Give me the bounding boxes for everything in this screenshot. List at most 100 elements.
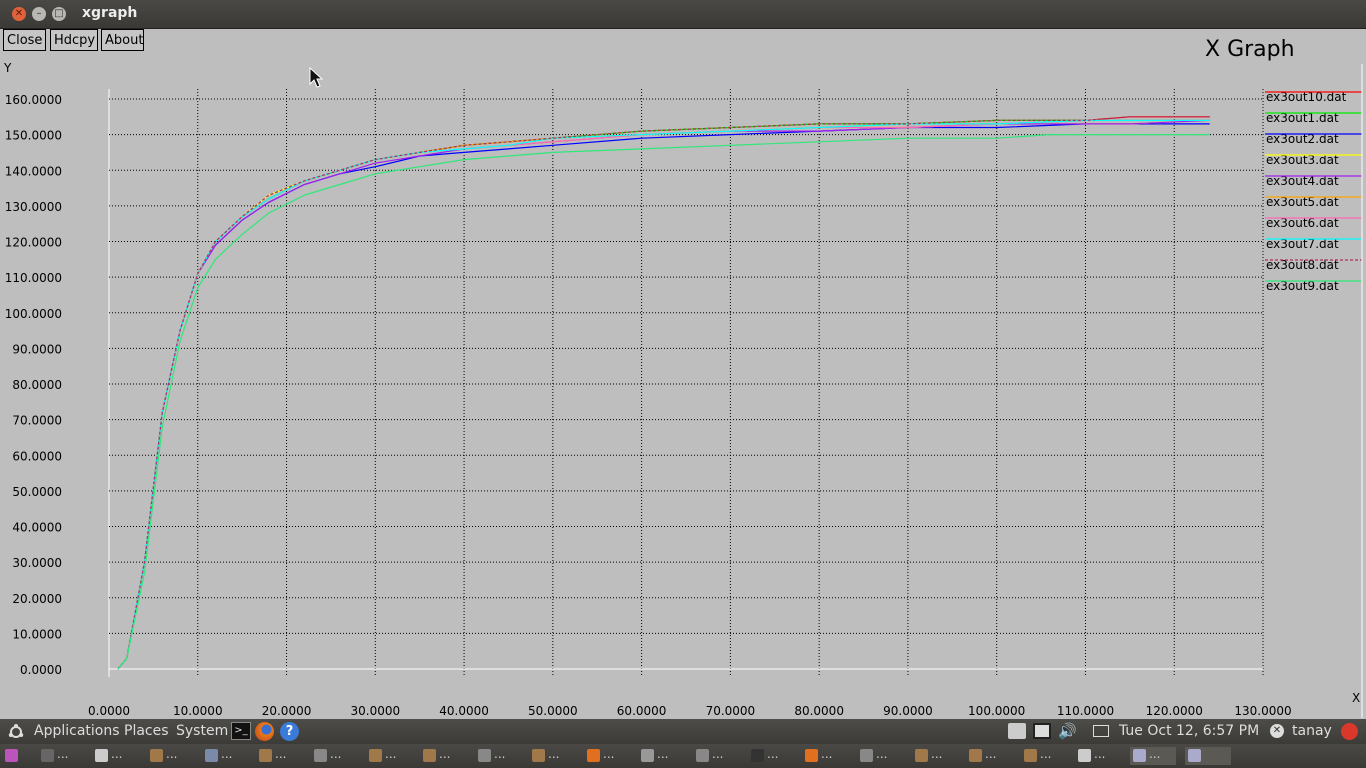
taskbar-window-label: ...: [657, 747, 669, 761]
taskbar-window-button[interactable]: ...: [693, 747, 739, 765]
legend-label: ex3out8.dat: [1266, 258, 1339, 272]
bottom-taskbar: ........................................…: [0, 744, 1366, 768]
series-line-ex3out10-dat: [117, 116, 1210, 670]
taskbar-window-button[interactable]: ...: [1021, 747, 1067, 765]
window-icon: [95, 749, 108, 762]
series-line-ex3out1-dat: [117, 119, 1210, 670]
top-panel: Applications Places System >_ ? 🔊 Tue Oc…: [0, 719, 1366, 744]
y-tick-label: 100.0000: [5, 307, 62, 321]
window-close-icon[interactable]: ✕: [12, 7, 26, 21]
legend-label: ex3out7.dat: [1266, 237, 1339, 251]
taskbar-window-button[interactable]: ...: [912, 747, 958, 765]
plot-canvas: 0.0000 10.0000 20.0000 30.0000 40.0000 50.000…: [3, 61, 1363, 718]
firefox-launcher-icon[interactable]: [255, 722, 274, 741]
taskbar-window-label: ...: [275, 747, 287, 761]
taskbar-window-button[interactable]: ...: [202, 747, 248, 765]
taskbar-window-button[interactable]: ...: [311, 747, 357, 765]
x-tick-label: 30.0000: [350, 704, 400, 718]
taskbar-window-button[interactable]: ...: [38, 747, 84, 765]
taskbar-window-button[interactable]: ...: [802, 747, 848, 765]
shutdown-icon[interactable]: [1341, 723, 1358, 740]
taskbar-window-button[interactable]: ...: [584, 747, 630, 765]
y-tick-label: 110.0000: [5, 271, 62, 285]
y-tick-label: 20.0000: [12, 592, 62, 606]
taskbar-window-button[interactable]: ...: [857, 747, 903, 765]
taskbar-window-label: ...: [767, 747, 779, 761]
taskbar-window-label: ...: [985, 747, 997, 761]
taskbar-window-button[interactable]: ...: [966, 747, 1012, 765]
taskbar-window-label: ...: [1149, 747, 1161, 761]
taskbar-window-button[interactable]: [2, 747, 48, 765]
taskbar-window-label: ...: [712, 747, 724, 761]
taskbar-window-button[interactable]: ...: [256, 747, 302, 765]
taskbar-window-label: ...: [57, 747, 69, 761]
taskbar-window-button[interactable]: ...: [92, 747, 138, 765]
legend-label: ex3out1.dat: [1266, 111, 1339, 125]
window-maximize-icon[interactable]: □: [52, 7, 66, 21]
window-icon: [805, 749, 818, 762]
network-icon[interactable]: [1033, 723, 1051, 739]
window-icon: [41, 749, 54, 762]
window-icon: [915, 749, 928, 762]
x-axis-label: X: [1352, 691, 1360, 705]
taskbar-window-button[interactable]: ...: [529, 747, 575, 765]
taskbar-window-button[interactable]: ...: [1130, 747, 1176, 765]
legend-label: ex3out9.dat: [1266, 279, 1339, 293]
taskbar-window-label: ...: [603, 747, 615, 761]
taskbar-window-button[interactable]: ...: [420, 747, 466, 765]
about-button[interactable]: About: [101, 29, 144, 51]
taskbar-window-button[interactable]: ...: [638, 747, 684, 765]
x-tick-label: 70.0000: [706, 704, 756, 718]
clock[interactable]: Tue Oct 12, 6:57 PM: [1119, 723, 1260, 739]
ubuntu-logo-icon[interactable]: [8, 724, 24, 740]
taskbar-window-label: ...: [1094, 747, 1106, 761]
series-line-ex3out6-dat: [117, 119, 1210, 670]
user-status-icon[interactable]: ✕: [1270, 724, 1284, 738]
window-titlebar[interactable]: ✕ – □ xgraph: [0, 0, 1366, 29]
applications-menu[interactable]: Applications: [34, 723, 120, 739]
user-name[interactable]: tanay: [1292, 723, 1332, 739]
y-tick-label: 50.0000: [12, 485, 62, 499]
mouse-pointer-icon: [309, 67, 323, 88]
y-tick-label: 150.0000: [5, 129, 62, 143]
y-tick-label: 30.0000: [12, 556, 62, 570]
x-tick-label: 60.0000: [617, 704, 667, 718]
x-tick-label: 80.0000: [794, 704, 844, 718]
notes-applet-icon[interactable]: [1008, 723, 1026, 739]
taskbar-window-button[interactable]: [1185, 747, 1231, 765]
mail-icon[interactable]: [1093, 725, 1109, 737]
taskbar-window-label: ...: [111, 747, 123, 761]
taskbar-window-button[interactable]: ...: [147, 747, 193, 765]
window-icon: [1188, 749, 1201, 762]
system-menu[interactable]: System: [176, 723, 229, 739]
places-menu[interactable]: Places: [124, 723, 169, 739]
x-tick-label: 90.0000: [883, 704, 933, 718]
y-tick-label: 10.0000: [12, 627, 62, 641]
y-tick-label: 160.0000: [5, 93, 62, 107]
window-icon: [696, 749, 709, 762]
close-button[interactable]: Close: [3, 29, 46, 51]
y-axis-label: Y: [3, 61, 12, 75]
taskbar-window-button[interactable]: ...: [1075, 747, 1121, 765]
xgraph-window: 0.0000 10.0000 20.0000 30.0000 40.0000 50.000…: [0, 29, 1366, 718]
taskbar-window-button[interactable]: ...: [366, 747, 412, 765]
y-tick-label: 80.0000: [12, 378, 62, 392]
volume-icon[interactable]: 🔊: [1058, 722, 1077, 740]
taskbar-window-button[interactable]: ...: [475, 747, 521, 765]
x-tick-label: 20.0000: [262, 704, 312, 718]
hardcopy-button[interactable]: Hdcpy: [50, 29, 98, 51]
window-icon: [1024, 749, 1037, 762]
window-icon: [969, 749, 982, 762]
y-tick-label: 130.0000: [5, 200, 62, 214]
taskbar-window-label: ...: [385, 747, 397, 761]
window-icon: [532, 749, 545, 762]
help-launcher-icon[interactable]: ?: [280, 722, 299, 741]
window-icon: [1078, 749, 1091, 762]
window-minimize-icon[interactable]: –: [32, 7, 46, 21]
legend-label: ex3out3.dat: [1266, 153, 1339, 167]
y-tick-label: 70.0000: [12, 414, 62, 428]
taskbar-window-button[interactable]: ...: [748, 747, 794, 765]
window-icon: [860, 749, 873, 762]
legend-label: ex3out5.dat: [1266, 195, 1339, 209]
terminal-launcher-icon[interactable]: >_: [231, 722, 251, 740]
